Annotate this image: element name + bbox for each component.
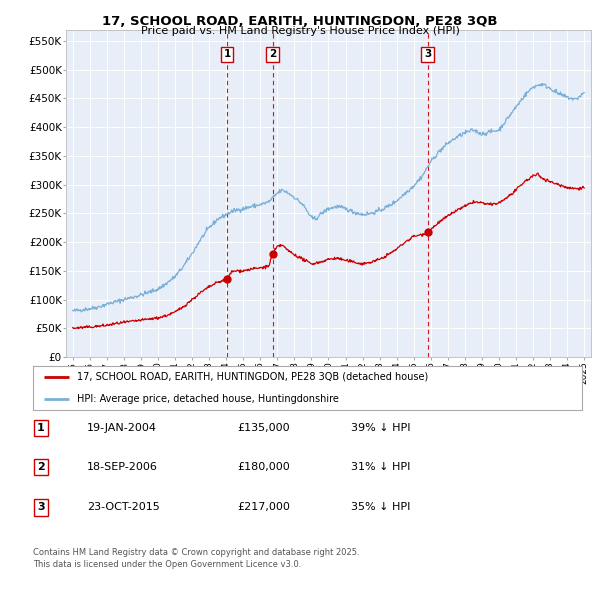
Text: 3: 3	[37, 503, 44, 512]
Text: 18-SEP-2006: 18-SEP-2006	[87, 463, 158, 472]
Text: 2: 2	[37, 463, 44, 472]
Text: £135,000: £135,000	[237, 423, 290, 432]
Text: 2: 2	[269, 49, 276, 59]
Text: £180,000: £180,000	[237, 463, 290, 472]
Text: 31% ↓ HPI: 31% ↓ HPI	[351, 463, 410, 472]
Text: 35% ↓ HPI: 35% ↓ HPI	[351, 503, 410, 512]
Text: 1: 1	[223, 49, 231, 59]
Text: 17, SCHOOL ROAD, EARITH, HUNTINGDON, PE28 3QB: 17, SCHOOL ROAD, EARITH, HUNTINGDON, PE2…	[102, 15, 498, 28]
Text: 17, SCHOOL ROAD, EARITH, HUNTINGDON, PE28 3QB (detached house): 17, SCHOOL ROAD, EARITH, HUNTINGDON, PE2…	[77, 372, 428, 382]
Text: Contains HM Land Registry data © Crown copyright and database right 2025.
This d: Contains HM Land Registry data © Crown c…	[33, 548, 359, 569]
Text: 3: 3	[424, 49, 431, 59]
Text: 23-OCT-2015: 23-OCT-2015	[87, 503, 160, 512]
Text: 39% ↓ HPI: 39% ↓ HPI	[351, 423, 410, 432]
Text: £217,000: £217,000	[237, 503, 290, 512]
Text: 19-JAN-2004: 19-JAN-2004	[87, 423, 157, 432]
Text: 1: 1	[37, 423, 44, 432]
Text: HPI: Average price, detached house, Huntingdonshire: HPI: Average price, detached house, Hunt…	[77, 394, 339, 404]
Text: Price paid vs. HM Land Registry's House Price Index (HPI): Price paid vs. HM Land Registry's House …	[140, 26, 460, 36]
